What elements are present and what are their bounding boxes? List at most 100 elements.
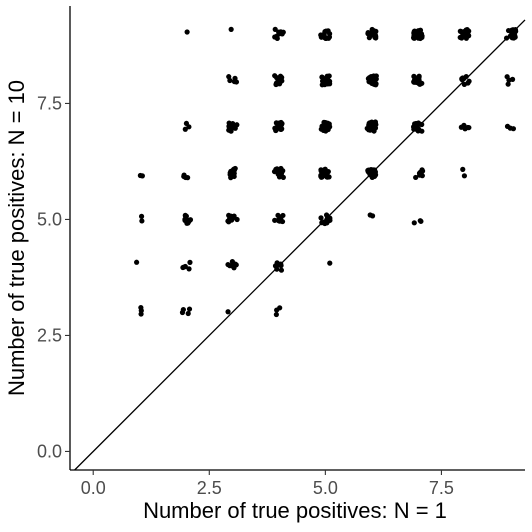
x-axis-ticks: 0.0 2.5 5.0 7.5 [81,470,454,498]
scatter-point [274,35,280,42]
scatter-point [411,35,417,41]
scatter-point [278,267,285,273]
scatter-point [325,123,331,129]
scatter-point [460,166,466,172]
scatter-point [181,172,187,178]
scatter-point [280,174,286,180]
x-tick-label: 5.0 [313,478,338,498]
scatter-point [184,29,190,35]
scatter-point [458,124,464,130]
x-tick-label: 2.5 [197,478,222,498]
scatter-point [419,167,425,173]
scatter-point [276,174,283,180]
scatter-point [373,73,379,79]
scatter-point [272,73,278,79]
scatter-point [272,125,278,131]
scatter-point [228,26,234,32]
y-tick-label: 7.5 [37,93,62,113]
scatter-point [417,81,423,87]
scatter-point [275,212,281,218]
scatter-point [369,26,375,33]
x-tick-label: 7.5 [429,478,454,498]
scatter-point [226,120,232,126]
scatter-point [271,168,278,175]
scatter-point [182,217,188,223]
scatter-point [318,174,325,180]
scatter-point [418,171,424,177]
scatter-point [505,81,511,87]
scatter-point [277,73,284,79]
x-axis-title: Number of true positives: N = 1 [143,498,447,523]
scatter-point [372,32,378,38]
scatter-point [412,28,418,34]
data-points [134,26,519,318]
scatter-point [187,259,193,265]
scatter-point [372,121,379,127]
scatter-point [134,259,140,265]
scatter-point [318,34,324,40]
scatter-point [365,168,371,175]
scatter-point [459,34,465,40]
scatter-point [225,218,231,224]
scatter-point [186,306,193,312]
scatter-point [411,79,417,85]
scatter-point [366,35,372,41]
scatter-point [371,81,377,87]
y-tick-label: 0.0 [37,441,62,461]
scatter-point [234,216,240,223]
scatter-point [463,27,469,33]
scatter-point [138,213,145,219]
scatter-point [182,212,188,218]
scatter-point [419,33,425,39]
scatter-point [185,310,191,317]
scatter-point [274,307,280,313]
scatter-point [367,76,373,83]
scatter-point [369,213,376,219]
scatter-point [138,308,144,314]
scatter-point [225,309,231,315]
y-axis-title: Number of true positives: N = 10 [4,80,29,396]
scatter-point [321,124,327,130]
identity-reference-line [74,19,526,471]
scatter-point [413,174,419,181]
scatter-point [417,218,423,224]
scatter-point [463,32,469,38]
scatter-point [272,217,278,223]
scatter-point [272,26,278,32]
scatter-point [183,120,190,127]
scatter-point [504,74,510,80]
scatter-point [322,81,328,88]
scatter-point [233,79,240,85]
x-tick-label: 0.0 [81,478,106,498]
scatter-point [279,30,285,36]
scatter-point [324,73,330,79]
scatter-point [279,218,286,225]
scatter-point [459,76,465,82]
scatter-point [327,260,333,266]
scatter-point [326,174,332,180]
scatter-point [280,168,286,174]
scatter-point [226,127,232,133]
scatter-point [322,171,328,177]
scatter-point [510,126,516,132]
scatter-point [280,212,286,219]
scatter-point [465,80,471,86]
scatter-point [411,220,417,226]
scatter-point [416,75,422,81]
y-tick-label: 2.5 [37,325,62,345]
y-axis-ticks: 0.0 2.5 5.0 7.5 [37,93,70,461]
scatter-point [318,215,324,221]
scatter-point [186,266,192,272]
scatter-point [461,173,468,179]
scatter-point [180,264,186,271]
scatter-point [321,219,327,225]
scatter-point [323,28,329,34]
scatter-point [225,261,231,268]
scatter-point [411,74,417,80]
scatter-point [277,120,283,126]
scatter-point [137,172,143,179]
scatter-point [226,74,232,80]
scatter-point [230,125,237,131]
scatter-point [227,172,233,178]
